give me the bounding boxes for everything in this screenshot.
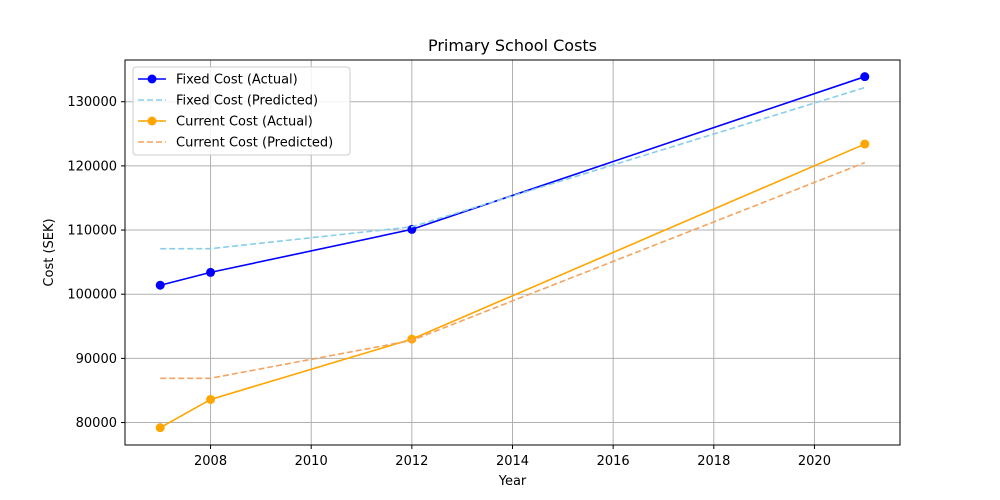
legend-label-3: Current Cost (Actual): [176, 115, 313, 130]
data-point: [407, 224, 417, 234]
y-tick-label: 100000: [67, 288, 117, 303]
data-point: [860, 72, 870, 82]
data-point: [155, 280, 165, 290]
series-line-1: [160, 75, 866, 287]
data-point: [206, 267, 216, 277]
y-axis-ticks: 80000 90000 100000 110000 120000 130000: [67, 95, 125, 431]
y-tick-label: 110000: [67, 224, 117, 239]
series-line-3: [159, 143, 866, 429]
legend-box: [132, 66, 351, 156]
data-point: [407, 334, 417, 344]
series-line-2: [160, 86, 866, 250]
legend: Fixed Cost (Actual) Fixed Cost (Predicted…: [132, 66, 351, 156]
data-point: [860, 139, 870, 149]
chart-title: Primary School Costs: [428, 36, 597, 55]
series-line-4: [160, 161, 866, 380]
x-axis-label: Year: [498, 474, 527, 489]
y-tick-label: 130000: [67, 95, 117, 110]
y-tick-label: 120000: [67, 159, 117, 174]
x-axis-ticks: 2008 2010 2012 2014 2016 2018 2020: [194, 445, 831, 469]
legend-marker: [147, 74, 157, 84]
y-tick-label: 80000: [76, 416, 117, 431]
x-tick-label: 2012: [395, 454, 428, 469]
y-tick-label: 90000: [76, 352, 117, 367]
x-tick-label: 2010: [295, 454, 328, 469]
legend-label-4: Current Cost (Predicted): [176, 136, 333, 151]
x-tick-label: 2014: [496, 454, 529, 469]
grid-lines: [125, 60, 900, 445]
x-tick-label: 2016: [597, 454, 630, 469]
x-tick-label: 2018: [697, 454, 730, 469]
data-point: [206, 394, 216, 404]
series-lines: [155, 72, 870, 433]
legend-marker: [147, 116, 157, 126]
x-tick-label: 2020: [798, 454, 831, 469]
legend-label-2: Fixed Cost (Predicted): [176, 94, 318, 109]
x-tick-label: 2008: [194, 454, 227, 469]
data-point: [155, 423, 165, 433]
y-axis-label: Cost (SEK): [42, 218, 57, 286]
legend-label-1: Fixed Cost (Actual): [176, 73, 298, 88]
